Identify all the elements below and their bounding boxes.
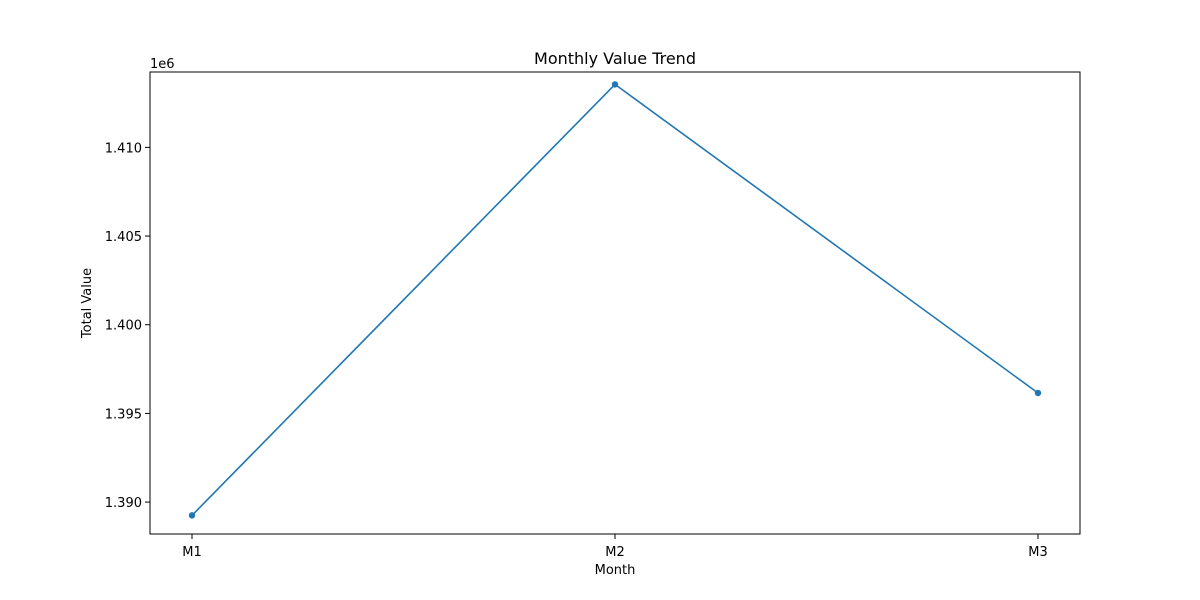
plot-frame: [149, 71, 1081, 535]
x-tick-label: M3: [1028, 545, 1048, 560]
series-layer: [188, 81, 1042, 519]
y-axis-title: Total Value: [80, 268, 95, 339]
x-tick-label: M1: [182, 545, 202, 560]
data-point-m3: [1034, 389, 1042, 397]
y-tick-label: 1.405: [105, 230, 142, 245]
y-tick-label: 1.410: [105, 141, 142, 156]
chart-title: Monthly Value Trend: [534, 49, 696, 68]
y-offset-label: 1e6: [150, 57, 175, 72]
x-axis-title: Month: [595, 563, 636, 578]
x-tick-label: M2: [605, 545, 625, 560]
y-tick-label: 1.395: [105, 407, 142, 422]
data-point-m1: [188, 512, 196, 519]
data-point-m2: [611, 81, 619, 88]
series-line: [191, 83, 1039, 516]
tick-layer: M1 M2 M3 1.390 1.395 1.400 1.405 1.410: [105, 141, 1048, 560]
y-tick-label: 1.400: [105, 319, 142, 334]
y-tick-label: 1.390: [105, 496, 142, 511]
